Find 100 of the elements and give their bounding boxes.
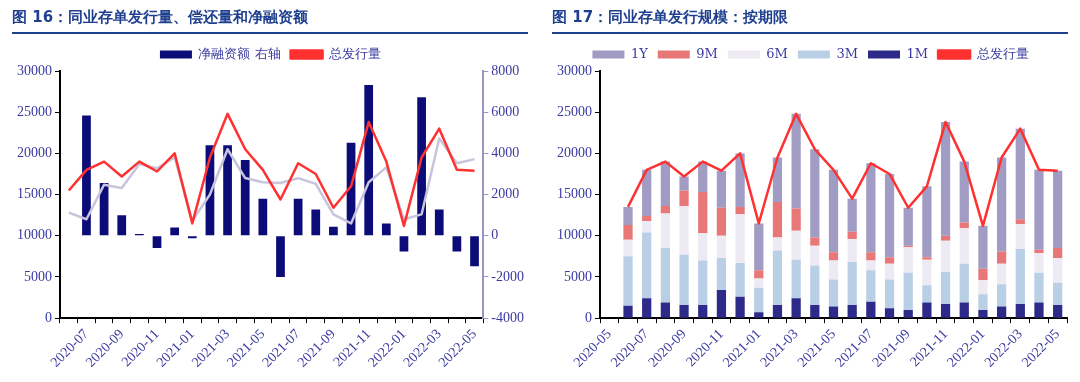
bar — [364, 85, 374, 236]
bar — [1034, 253, 1044, 273]
y2-tick-label: 2000 — [491, 186, 520, 202]
bar — [1015, 304, 1025, 318]
bar — [1015, 219, 1025, 225]
y-tick-label: 25000 — [557, 103, 592, 119]
bar — [847, 198, 857, 232]
bar — [922, 257, 932, 260]
bar — [679, 304, 689, 318]
bar — [866, 301, 876, 318]
bar — [978, 294, 988, 310]
bar — [754, 287, 764, 313]
bar — [1034, 249, 1044, 254]
bar — [791, 259, 801, 299]
bar — [642, 215, 652, 221]
bar — [716, 290, 727, 318]
legend-label: 1Y — [630, 45, 649, 61]
bar — [978, 268, 988, 281]
bar — [754, 312, 764, 318]
bar — [1034, 302, 1044, 318]
chart-title: 图 16：同业存单发行量、偿还量和净融资额 — [12, 8, 528, 34]
legend-label: 总发行量 — [975, 45, 1029, 61]
bar — [1053, 170, 1063, 249]
bar — [922, 302, 932, 318]
bar — [735, 206, 745, 215]
bar — [866, 260, 876, 271]
bar — [847, 262, 857, 305]
y-tick-label: 20000 — [17, 145, 52, 161]
bar — [452, 236, 462, 252]
bar — [735, 214, 745, 263]
bar — [679, 254, 689, 305]
bar — [381, 223, 391, 236]
bar — [754, 223, 764, 271]
bar — [828, 279, 839, 307]
y-tick-label: 5000 — [24, 268, 52, 284]
y-tick-label: 5000 — [564, 268, 592, 284]
y-tick-label: 15000 — [557, 186, 592, 202]
bar — [828, 252, 839, 261]
legend-label: 6M — [766, 45, 788, 61]
y2-tick-label: 6000 — [491, 103, 520, 119]
bar — [698, 260, 708, 305]
bar — [791, 298, 801, 318]
bar — [642, 220, 652, 233]
bar — [810, 304, 820, 318]
bar — [623, 225, 633, 240]
y-tick-label: 20000 — [557, 145, 592, 161]
bar — [903, 207, 913, 246]
bar — [1053, 282, 1063, 305]
bar — [660, 206, 670, 214]
legend-label: 净融资额 右轴 — [198, 45, 281, 61]
bar — [311, 209, 321, 236]
y-tick-label: 10000 — [17, 227, 52, 243]
bar — [698, 304, 708, 318]
bar — [810, 265, 820, 305]
bar — [698, 233, 708, 261]
bar — [866, 270, 876, 302]
bar — [735, 296, 745, 318]
bar — [791, 113, 801, 209]
bar — [1034, 169, 1044, 250]
bar — [660, 213, 670, 249]
bar — [940, 122, 951, 236]
bar — [847, 304, 857, 318]
bar — [623, 256, 633, 306]
bar — [884, 263, 895, 280]
bar — [623, 239, 633, 257]
legend-label: 9M — [696, 45, 718, 61]
bar — [117, 215, 127, 236]
bar — [735, 262, 745, 297]
bar — [922, 186, 932, 258]
bar — [623, 206, 633, 226]
bar — [772, 201, 783, 238]
bar — [903, 247, 913, 273]
bar — [399, 236, 409, 252]
bar — [922, 259, 932, 286]
bar — [940, 304, 951, 318]
chart-title: 图 17：同业存单发行规模：按期限 — [552, 8, 1068, 34]
bar — [329, 226, 338, 236]
y-tick-label: 30000 — [17, 62, 52, 78]
legend-label: 1M — [906, 45, 929, 61]
bar — [884, 279, 895, 309]
bar — [698, 192, 708, 234]
bar — [810, 237, 820, 246]
bar — [772, 237, 783, 251]
bar — [866, 163, 876, 253]
bar — [679, 190, 689, 207]
bar — [716, 170, 727, 208]
bar — [470, 236, 479, 267]
bar — [959, 302, 969, 318]
bar — [997, 251, 1007, 264]
y2-tick-label: 4000 — [491, 145, 520, 161]
bar — [434, 209, 444, 236]
y-tick-label: 15000 — [17, 186, 52, 202]
y2-tick-label: -4000 — [491, 309, 525, 325]
bar — [959, 263, 969, 303]
bar — [293, 198, 303, 236]
bar — [810, 149, 820, 238]
legend-label: 总发行量 — [328, 45, 382, 61]
bar — [866, 252, 876, 261]
bar — [922, 285, 932, 303]
bar — [959, 228, 969, 264]
